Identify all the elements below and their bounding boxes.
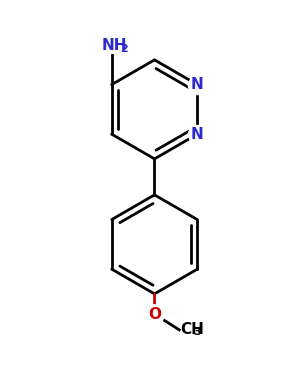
Text: N: N	[191, 77, 204, 92]
Text: NH: NH	[101, 38, 127, 53]
Text: CH: CH	[180, 322, 204, 337]
Text: 2: 2	[120, 44, 128, 54]
Text: N: N	[191, 127, 204, 142]
Text: O: O	[148, 307, 161, 322]
Text: 3: 3	[194, 327, 201, 337]
